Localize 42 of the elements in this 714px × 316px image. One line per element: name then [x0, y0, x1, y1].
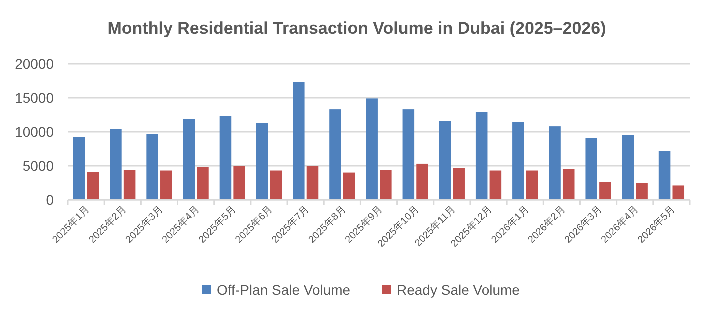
- bar: [416, 164, 428, 200]
- bar: [453, 168, 465, 200]
- chart-title: Monthly Residential Transaction Volume in Dubai (2025–2026): [108, 19, 606, 38]
- bar: [110, 129, 122, 200]
- bar: [549, 126, 561, 200]
- legend-label: Ready Sale Volume: [397, 282, 520, 298]
- bar: [636, 183, 648, 200]
- bar: [183, 119, 196, 200]
- bar: [476, 112, 488, 200]
- bar: [160, 170, 172, 200]
- bar: [562, 169, 575, 200]
- bar: [658, 151, 671, 200]
- bar: [306, 166, 319, 200]
- bar: [402, 110, 415, 200]
- bar: [197, 167, 209, 200]
- bar: [73, 137, 86, 200]
- bar: [490, 170, 502, 200]
- bar: [146, 134, 158, 200]
- bar: [512, 122, 524, 200]
- y-tick-label: 0: [46, 192, 54, 208]
- legend-label: Off-Plan Sale Volume: [217, 282, 351, 298]
- bar: [330, 110, 342, 200]
- y-tick-label: 10000: [15, 124, 54, 140]
- bar: [526, 170, 538, 200]
- bar: [293, 82, 305, 200]
- bar: [343, 172, 356, 200]
- y-tick-label: 15000: [15, 90, 54, 106]
- bar: [124, 170, 136, 200]
- bar: [622, 135, 634, 200]
- bar: [380, 170, 392, 200]
- y-tick-label: 5000: [22, 158, 54, 174]
- bar: [234, 166, 246, 200]
- bar: [672, 186, 685, 200]
- bar: [87, 172, 100, 200]
- bar: [586, 138, 598, 200]
- bar: [220, 116, 232, 200]
- bar: [270, 170, 282, 200]
- bar: [256, 123, 268, 200]
- bar: [439, 121, 452, 200]
- bar: [366, 98, 378, 200]
- bar: [600, 182, 612, 200]
- y-tick-label: 20000: [15, 56, 54, 72]
